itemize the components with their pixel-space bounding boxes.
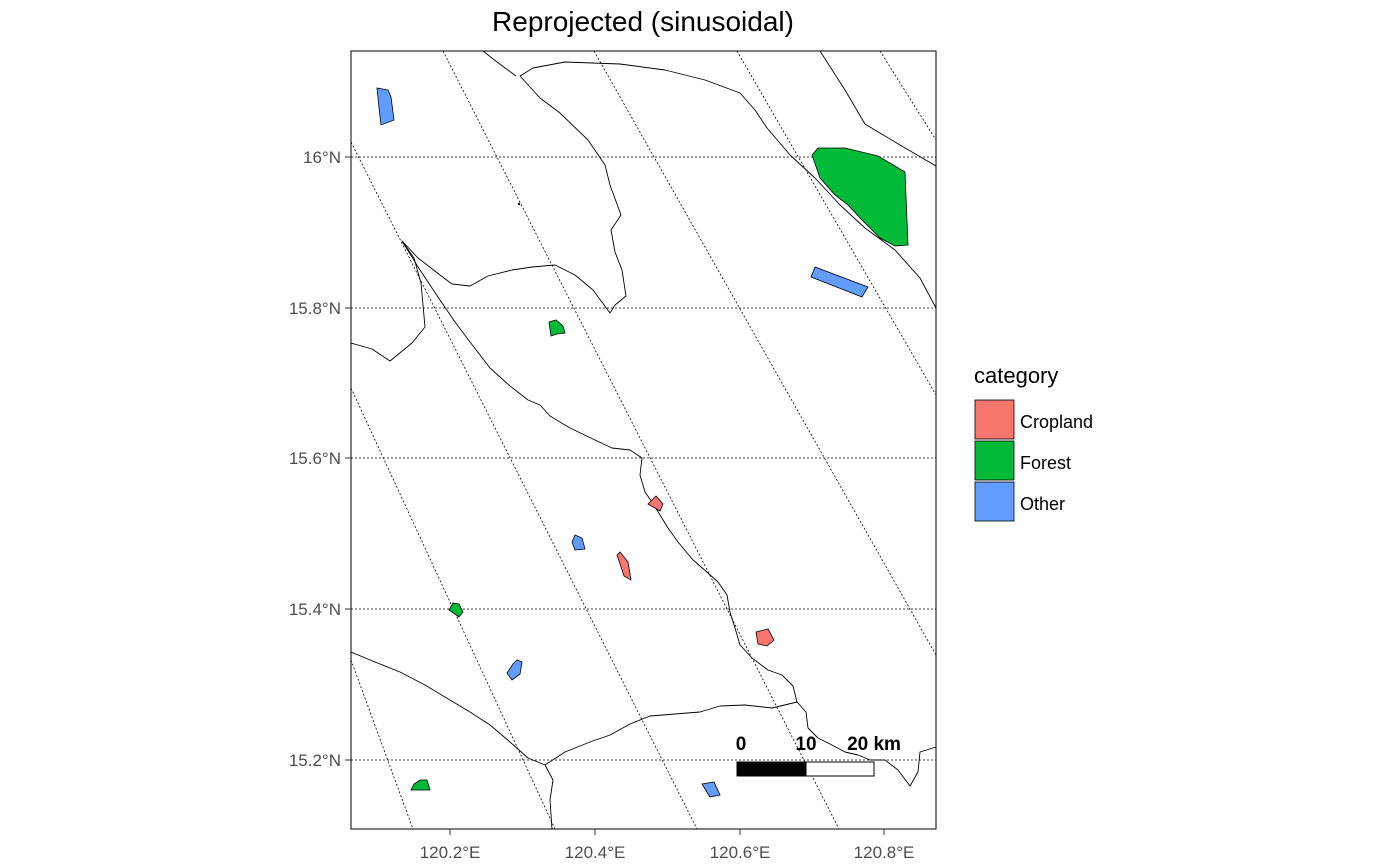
x-tick-label: 120.6°E xyxy=(710,843,771,862)
boundary-line xyxy=(351,61,936,362)
scale-label-0: 0 xyxy=(736,734,747,755)
map-panel: 0 10 20 km xyxy=(351,51,936,829)
legend-label: Cropland xyxy=(1020,412,1093,432)
x-tick-label: 120.8°E xyxy=(854,843,915,862)
legend-swatch xyxy=(974,481,1015,522)
other-polygons xyxy=(376,87,869,798)
legend-label: Forest xyxy=(1020,453,1071,473)
other-polygon xyxy=(376,87,395,126)
x-tick-label: 120.2°E xyxy=(420,843,481,862)
forest-polygon xyxy=(548,319,566,337)
scale-label-20km: 20 km xyxy=(847,734,901,755)
cropland-polygon xyxy=(616,551,632,581)
y-tick-label: 15.8°N xyxy=(289,299,341,318)
scale-bar-segment-black xyxy=(736,761,807,777)
graticule-parallels xyxy=(351,156,936,761)
plot-title: Reprojected (sinusoidal) xyxy=(492,6,794,37)
legend-item-forest: Forest xyxy=(974,440,1071,481)
boundary-line xyxy=(819,51,936,167)
meridian-120-3e xyxy=(351,141,698,829)
boundary-line xyxy=(401,240,936,787)
panel-border xyxy=(350,50,937,830)
legend-label: Other xyxy=(1020,494,1065,514)
point-marker xyxy=(517,202,521,206)
y-tick-label: 16°N xyxy=(303,148,341,167)
y-tick-label: 15.2°N xyxy=(289,751,341,770)
y-axis: 16°N 15.8°N 15.6°N 15.4°N 15.2°N xyxy=(289,148,351,770)
scale-label-10: 10 xyxy=(795,734,816,755)
boundary-line xyxy=(544,701,798,766)
forest-polygon xyxy=(410,779,431,791)
legend-item-other: Other xyxy=(974,481,1065,522)
meridian-120-7e xyxy=(879,51,936,141)
forest-polygon xyxy=(811,147,909,247)
x-tick-label: 120.4°E xyxy=(565,843,626,862)
forest-polygon xyxy=(448,602,464,618)
meridian-120-4e xyxy=(442,51,840,829)
legend-title: category xyxy=(974,363,1058,388)
scale-bar-segment-white xyxy=(805,761,875,777)
legend: category Cropland Forest Other xyxy=(974,363,1093,522)
meridian-120-2e xyxy=(351,387,556,829)
cropland-polygon xyxy=(755,628,775,647)
other-polygon xyxy=(506,659,523,681)
other-polygon xyxy=(810,266,869,298)
x-axis: 120.2°E 120.4°E 120.6°E 120.8°E xyxy=(420,829,915,862)
boundary-line xyxy=(482,51,517,77)
admin-boundaries xyxy=(351,51,936,829)
legend-item-cropland: Cropland xyxy=(974,399,1093,440)
cropland-polygons xyxy=(616,495,775,647)
cropland-polygon xyxy=(647,495,664,512)
forest-polygons xyxy=(410,147,909,791)
graticule-meridians xyxy=(351,51,936,829)
boundary-line xyxy=(351,651,554,829)
y-tick-label: 15.6°N xyxy=(289,449,341,468)
legend-swatch xyxy=(974,440,1015,481)
other-polygon xyxy=(571,534,586,551)
scale-bar: 0 10 20 km xyxy=(736,734,901,777)
other-polygon xyxy=(701,781,721,798)
legend-swatch xyxy=(974,399,1015,440)
y-tick-label: 15.4°N xyxy=(289,600,341,619)
